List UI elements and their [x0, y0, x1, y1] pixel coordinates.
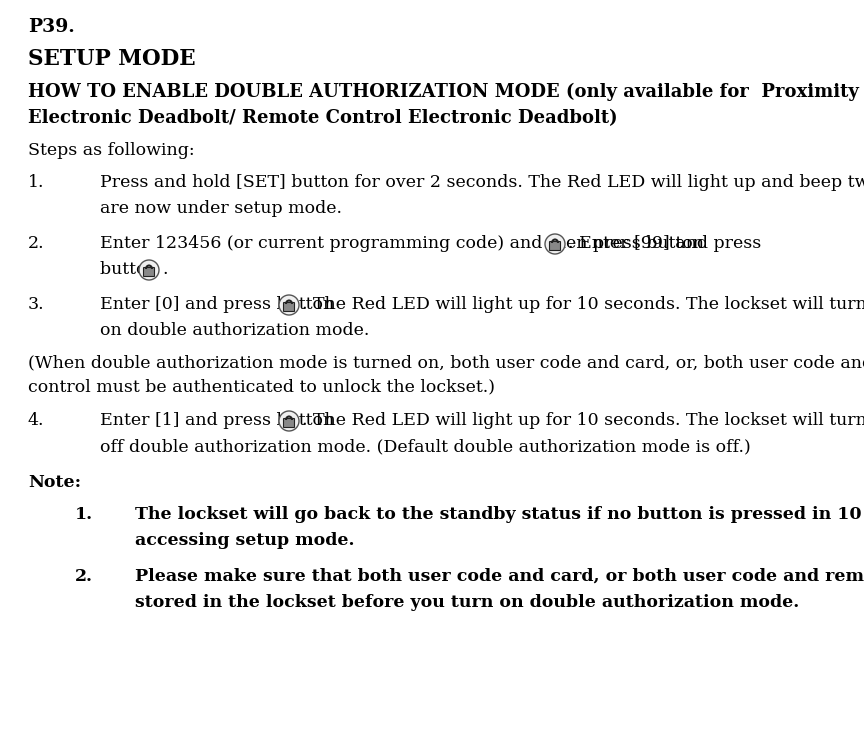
Text: accessing setup mode.: accessing setup mode. — [135, 532, 354, 549]
Text: 4.: 4. — [28, 412, 45, 429]
Text: stored in the lockset before you turn on double authorization mode.: stored in the lockset before you turn on… — [135, 594, 799, 611]
Text: button: button — [100, 261, 163, 278]
Text: 2.: 2. — [75, 568, 93, 585]
Text: 1.: 1. — [75, 506, 93, 523]
Text: Press and hold [SET] button for over 2 seconds. The Red LED will light up and be: Press and hold [SET] button for over 2 s… — [100, 174, 864, 191]
Text: Enter [1] and press button: Enter [1] and press button — [100, 412, 340, 429]
Text: on double authorization mode.: on double authorization mode. — [100, 322, 370, 339]
Text: . Enter [99] and press: . Enter [99] and press — [568, 235, 761, 252]
FancyBboxPatch shape — [283, 303, 295, 312]
Text: The lockset will go back to the standby status if no button is pressed in 10 sec: The lockset will go back to the standby … — [135, 506, 864, 523]
Text: 2.: 2. — [28, 235, 45, 252]
Text: 1.: 1. — [28, 174, 45, 191]
Text: SETUP MODE: SETUP MODE — [28, 48, 195, 70]
Text: Enter [0] and press button: Enter [0] and press button — [100, 296, 340, 313]
Text: P39.: P39. — [28, 18, 75, 36]
Text: Enter 123456 (or current programming code) and then press button: Enter 123456 (or current programming cod… — [100, 235, 709, 252]
Ellipse shape — [139, 260, 159, 280]
Text: are now under setup mode.: are now under setup mode. — [100, 200, 342, 217]
FancyBboxPatch shape — [143, 268, 155, 276]
Text: Electronic Deadbolt/ Remote Control Electronic Deadbolt): Electronic Deadbolt/ Remote Control Elec… — [28, 109, 618, 127]
Text: . The Red LED will light up for 10 seconds. The lockset will turn: . The Red LED will light up for 10 secon… — [302, 412, 864, 429]
Text: . The Red LED will light up for 10 seconds. The lockset will turn: . The Red LED will light up for 10 secon… — [302, 296, 864, 313]
Text: control must be authenticated to unlock the lockset.): control must be authenticated to unlock … — [28, 378, 495, 395]
Text: (When double authorization mode is turned on, both user code and card, or, both : (When double authorization mode is turne… — [28, 354, 864, 371]
Text: .: . — [162, 261, 168, 278]
Ellipse shape — [545, 234, 565, 254]
Ellipse shape — [279, 295, 299, 315]
Ellipse shape — [279, 411, 299, 431]
Text: Steps as following:: Steps as following: — [28, 142, 194, 159]
FancyBboxPatch shape — [283, 419, 295, 427]
Text: 3.: 3. — [28, 296, 45, 313]
Text: Please make sure that both user code and card, or both user code and remote cont: Please make sure that both user code and… — [135, 568, 864, 585]
Text: Note:: Note: — [28, 474, 81, 491]
FancyBboxPatch shape — [550, 241, 561, 251]
Text: off double authorization mode. (Default double authorization mode is off.): off double authorization mode. (Default … — [100, 438, 751, 455]
Text: HOW TO ENABLE DOUBLE AUTHORIZATION MODE (only available for  Proximity Card: HOW TO ENABLE DOUBLE AUTHORIZATION MODE … — [28, 83, 864, 101]
